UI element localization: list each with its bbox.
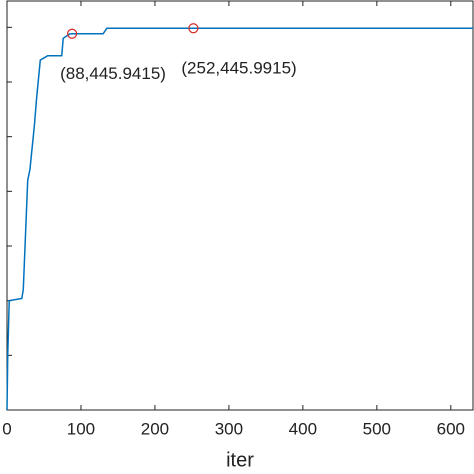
x-tick-label: 0 (2, 419, 11, 438)
annotation-marker (66, 28, 78, 39)
x-tick-label: 600 (437, 419, 465, 438)
annotation-label: (88,445.9415) (60, 64, 166, 83)
x-tick-label: 200 (141, 419, 169, 438)
x-tick-label: 300 (215, 419, 243, 438)
x-tick-label: 100 (67, 419, 95, 438)
x-axis-label: iter (226, 449, 254, 471)
series-line (6, 27, 473, 411)
plot-box (6, 0, 474, 411)
annotation-marker (188, 23, 199, 34)
x-tick-label: 400 (289, 419, 317, 438)
annotation-label: (252,445.9915) (181, 59, 296, 78)
x-tick-label: 500 (363, 419, 391, 438)
